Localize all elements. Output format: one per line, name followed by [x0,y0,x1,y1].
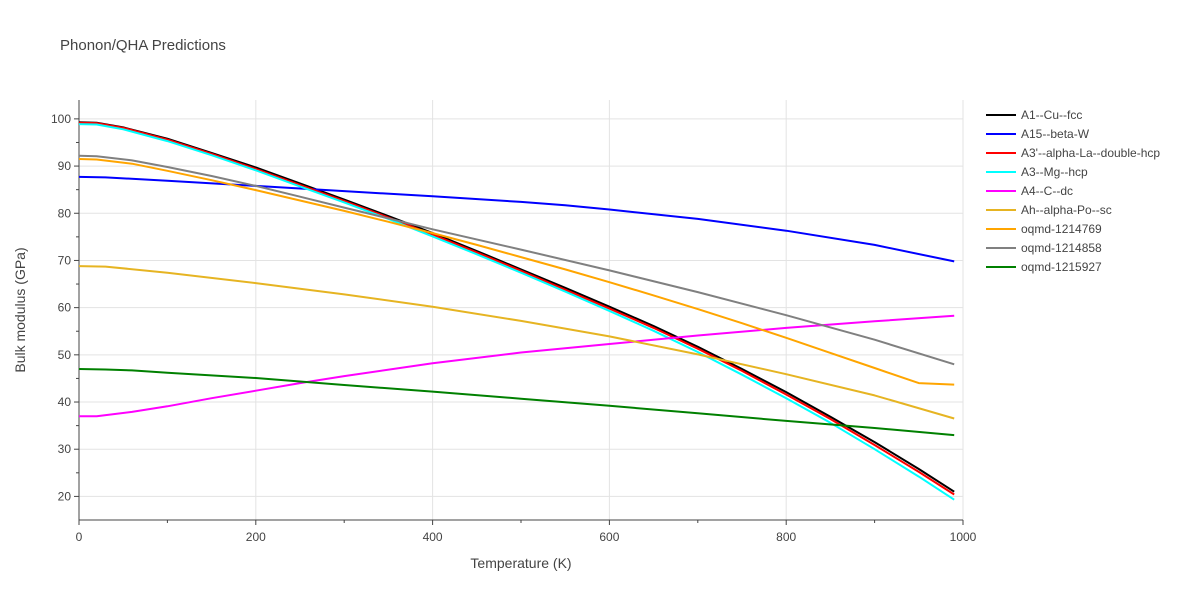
series-line-8 [78,368,955,437]
legend-label: A15--beta-W [1021,127,1090,141]
legend-item-7[interactable]: oqmd-1214858 [986,241,1102,255]
grid [78,100,964,520]
x-tick-label: 1000 [950,530,977,544]
legend-label: oqmd-1215927 [1021,260,1102,274]
y-tick-label: 40 [58,395,72,409]
legend-label: oqmd-1214769 [1021,222,1102,236]
series-line-2 [78,121,955,496]
legend-item-5[interactable]: Ah--alpha-Po--sc [986,203,1112,217]
y-tick-label: 20 [58,489,72,503]
legend-label: A3--Mg--hcp [1021,165,1088,179]
y-tick-label: 50 [58,348,72,362]
legend-item-2[interactable]: A3'--alpha-La--double-hcp [986,146,1160,160]
legend[interactable]: A1--Cu--fcc A15--beta-W A3'--alpha-La--dou… [986,108,1160,274]
series-line-4 [79,314,955,418]
y-tick-label: 100 [51,112,71,126]
legend-label: A4--C--dc [1021,184,1073,198]
series-line-5 [78,265,955,420]
legend-item-6[interactable]: oqmd-1214769 [986,222,1102,236]
x-tick-label: 0 [76,530,83,544]
plot-area [78,121,955,501]
chart-title: Phonon/QHA Predictions [60,37,226,54]
x-tick-label: 400 [423,530,443,544]
y-tick-label: 70 [58,253,72,267]
legend-label: Ah--alpha-Po--sc [1021,203,1112,217]
y-tick-label: 80 [58,206,72,220]
legend-item-0[interactable]: A1--Cu--fcc [986,108,1082,122]
x-axis-title: Temperature (K) [470,555,571,571]
legend-label: A1--Cu--fcc [1021,108,1082,122]
axes [78,100,963,521]
y-tick-label: 60 [58,301,72,315]
x-tick-label: 600 [599,530,619,544]
series-line-7 [78,154,955,366]
x-tick-label: 200 [246,530,266,544]
y-tick-label: 30 [58,442,72,456]
y-axis-title: Bulk modulus (GPa) [12,247,28,372]
series-line-3 [78,123,955,501]
legend-item-8[interactable]: oqmd-1215927 [986,260,1102,274]
series-line-6 [78,158,955,386]
series-line-1 [78,175,955,263]
y-tick-label: 90 [58,159,72,173]
legend-label: oqmd-1214858 [1021,241,1102,255]
legend-item-3[interactable]: A3--Mg--hcp [986,165,1088,179]
x-tick-label: 800 [776,530,796,544]
series-line-0 [78,121,955,493]
legend-item-4[interactable]: A4--C--dc [986,184,1073,198]
legend-label: A3'--alpha-La--double-hcp [1021,146,1160,160]
legend-item-1[interactable]: A15--beta-W [986,127,1090,141]
